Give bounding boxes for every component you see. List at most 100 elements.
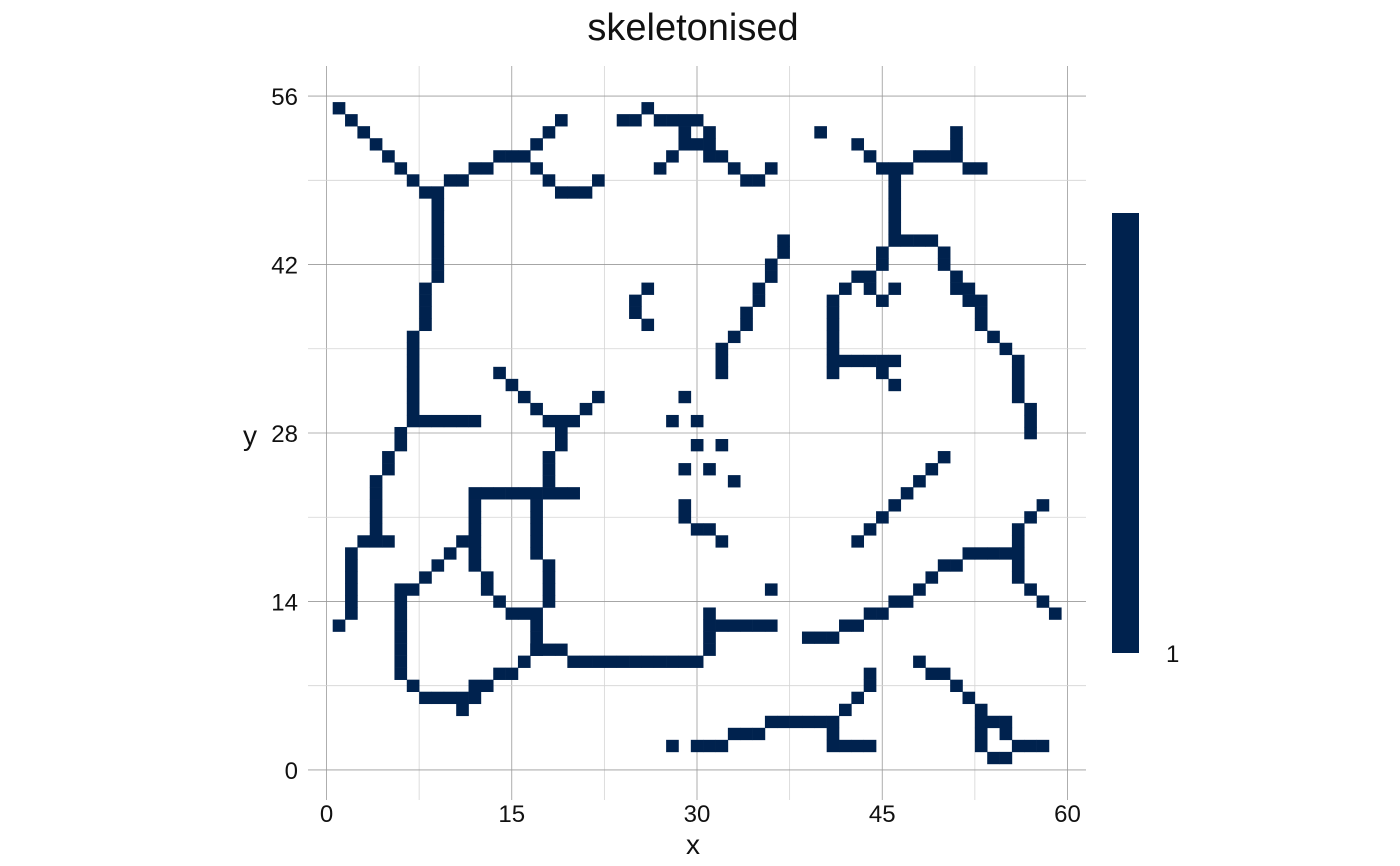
heatmap-cell bbox=[431, 234, 445, 247]
heatmap-cell bbox=[764, 162, 778, 175]
heatmap-cell bbox=[604, 655, 618, 668]
heatmap-cell bbox=[616, 655, 630, 668]
heatmap-cell bbox=[703, 631, 716, 644]
heatmap-cell bbox=[505, 607, 519, 620]
heatmap-cell bbox=[863, 523, 877, 536]
heatmap-cell bbox=[468, 559, 482, 572]
heatmap-cell bbox=[814, 126, 827, 139]
heatmap-cell bbox=[542, 126, 556, 139]
heatmap-cell bbox=[888, 595, 902, 608]
heatmap-cell bbox=[703, 619, 716, 632]
heatmap-cell bbox=[406, 366, 420, 380]
heatmap-cell bbox=[554, 186, 568, 199]
heatmap-cell bbox=[974, 306, 988, 319]
heatmap-cell bbox=[369, 487, 383, 500]
heatmap-cell bbox=[1024, 511, 1037, 524]
heatmap-cell bbox=[505, 150, 519, 163]
heatmap-cell bbox=[394, 631, 408, 644]
heatmap-cell bbox=[406, 583, 420, 596]
heatmap-cell bbox=[542, 174, 556, 187]
heatmap-cell bbox=[727, 619, 741, 632]
heatmap-cell bbox=[715, 619, 729, 632]
heatmap-cell bbox=[900, 162, 914, 175]
heatmap-cell bbox=[382, 150, 395, 163]
heatmap-cell bbox=[937, 559, 951, 572]
heatmap-cell bbox=[851, 619, 865, 632]
legend-color-bar bbox=[1112, 213, 1139, 653]
heatmap-cell bbox=[740, 174, 753, 187]
heatmap-cell bbox=[826, 318, 840, 332]
heatmap-cell bbox=[369, 499, 383, 512]
heatmap-cell bbox=[394, 643, 408, 656]
heatmap-cell bbox=[839, 282, 852, 295]
heatmap-cell bbox=[962, 162, 976, 175]
heatmap-cell bbox=[1011, 535, 1025, 548]
heatmap-cell bbox=[554, 114, 568, 127]
heatmap-cell bbox=[530, 511, 543, 524]
heatmap-cell bbox=[715, 739, 729, 753]
heatmap-cell bbox=[876, 607, 889, 620]
heatmap-cell bbox=[382, 451, 395, 464]
heatmap-cell bbox=[727, 162, 741, 175]
heatmap-cell bbox=[937, 150, 951, 163]
heatmap-cell bbox=[801, 715, 815, 729]
heatmap-cell bbox=[357, 535, 371, 548]
heatmap-cell bbox=[851, 138, 865, 151]
heatmap-cell bbox=[468, 691, 482, 705]
heatmap-cell bbox=[493, 487, 506, 500]
heatmap-cell bbox=[542, 643, 556, 656]
heatmap-cell bbox=[357, 126, 371, 139]
heatmap-cell bbox=[937, 258, 951, 271]
heatmap-cell bbox=[690, 655, 704, 668]
heatmap-cell bbox=[406, 342, 420, 356]
heatmap-cell bbox=[715, 150, 729, 163]
heatmap-cell bbox=[715, 535, 729, 548]
heatmap-cell bbox=[863, 607, 877, 620]
heatmap-cell bbox=[937, 451, 951, 464]
heatmap-cell bbox=[900, 487, 914, 500]
heatmap-cell bbox=[382, 535, 395, 548]
heatmap-cell bbox=[505, 378, 519, 392]
heatmap-cell bbox=[493, 366, 506, 380]
heatmap-cell bbox=[987, 715, 1000, 729]
heatmap-cell bbox=[715, 366, 729, 380]
heatmap-cell bbox=[925, 667, 939, 680]
heatmap-cell bbox=[431, 414, 445, 428]
heatmap-cell bbox=[616, 114, 630, 127]
heatmap-cell bbox=[876, 354, 889, 368]
heatmap-cell bbox=[888, 162, 902, 175]
heatmap-cell bbox=[962, 282, 976, 295]
heatmap-cell bbox=[690, 523, 704, 536]
heatmap-cell bbox=[1036, 739, 1050, 753]
heatmap-cell bbox=[913, 655, 926, 668]
heatmap-cell bbox=[431, 186, 445, 199]
heatmap-cell bbox=[666, 739, 679, 753]
y-tick-label: 14 bbox=[271, 589, 298, 616]
heatmap-cell bbox=[332, 102, 346, 115]
heatmap-cell bbox=[678, 463, 692, 476]
heatmap-cell bbox=[715, 354, 729, 368]
heatmap-cell bbox=[493, 150, 506, 163]
heatmap-cell bbox=[394, 607, 408, 620]
heatmap-cell bbox=[690, 138, 704, 151]
heatmap-cell bbox=[777, 715, 790, 729]
heatmap-cell bbox=[530, 523, 543, 536]
heatmap-cell bbox=[678, 114, 692, 127]
heatmap-cell bbox=[703, 607, 716, 620]
heatmap-cell bbox=[345, 114, 358, 127]
heatmap-cell bbox=[690, 114, 704, 127]
heatmap-cell bbox=[727, 475, 741, 488]
heatmap-cell bbox=[888, 282, 902, 295]
heatmap-cell bbox=[863, 354, 877, 368]
heatmap-cell bbox=[913, 475, 926, 488]
heatmap-cell bbox=[468, 535, 482, 548]
heatmap-cell bbox=[1036, 499, 1050, 512]
x-tick-label: 45 bbox=[869, 801, 896, 828]
heatmap-cell bbox=[493, 595, 506, 608]
heatmap-cell bbox=[950, 150, 963, 163]
heatmap-cell bbox=[419, 414, 432, 428]
heatmap-cell bbox=[332, 619, 346, 632]
heatmap-cell bbox=[826, 727, 840, 741]
heatmap-cell bbox=[950, 270, 963, 283]
heatmap-cell bbox=[629, 306, 642, 319]
